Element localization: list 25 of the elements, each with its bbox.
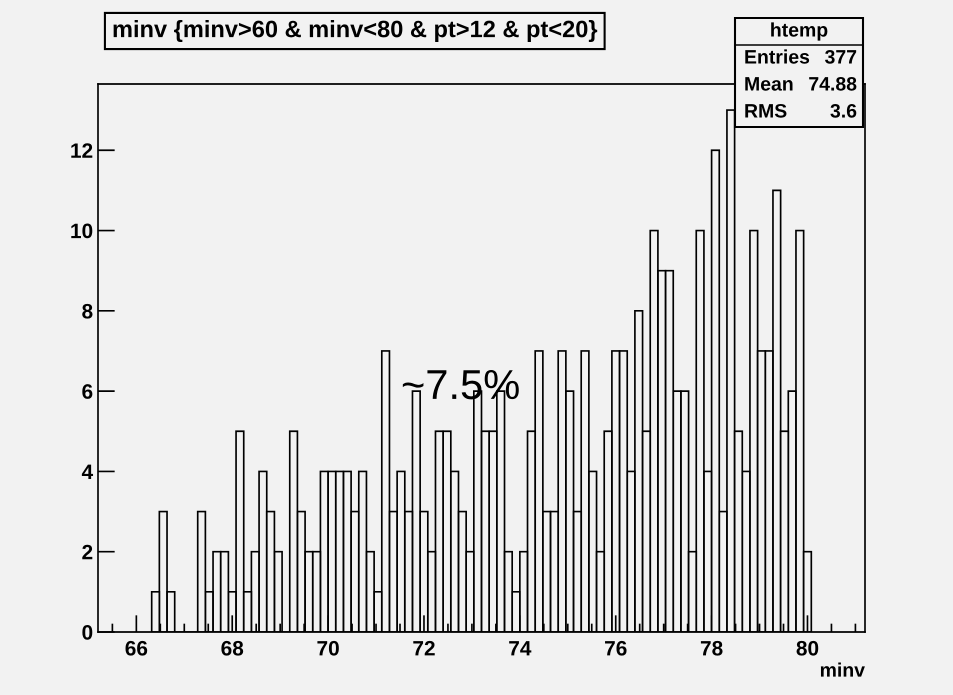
y-tick-label: 8 [82, 304, 92, 319]
annotation: Mean [745, 77, 792, 91]
x-tick-label: 80 [796, 640, 818, 656]
y-tick-label: 4 [82, 464, 94, 479]
x-tick-label: 72 [413, 640, 435, 656]
chart-title: minv {minv>60 & minv<80 & pt>12 & pt<20} [114, 20, 598, 42]
y-tick-label: 10 [71, 224, 92, 238]
annotation: ~7.5% [402, 370, 519, 400]
text: Entries [745, 49, 810, 64]
x-tick-label: 74 [509, 641, 532, 656]
annotation: RMS [745, 104, 786, 118]
annotation: 3.6 [830, 104, 856, 118]
x-tick-label: 78 [700, 640, 723, 656]
x-tick-label: 70 [317, 640, 339, 656]
x-axis-title: minv [820, 662, 865, 677]
text: 377 [825, 50, 856, 64]
y-tick-label: 6 [82, 384, 92, 399]
y-tick-label: 0 [82, 625, 92, 640]
text: htemp [771, 22, 828, 41]
annotation: 74.88 [809, 76, 856, 91]
x-tick-label: 66 [126, 640, 148, 656]
y-tick-label: 12 [71, 143, 92, 158]
y-tick-label: 2 [82, 544, 92, 560]
x-tick-label: 68 [221, 640, 244, 656]
x-tick-label: 76 [605, 640, 627, 656]
